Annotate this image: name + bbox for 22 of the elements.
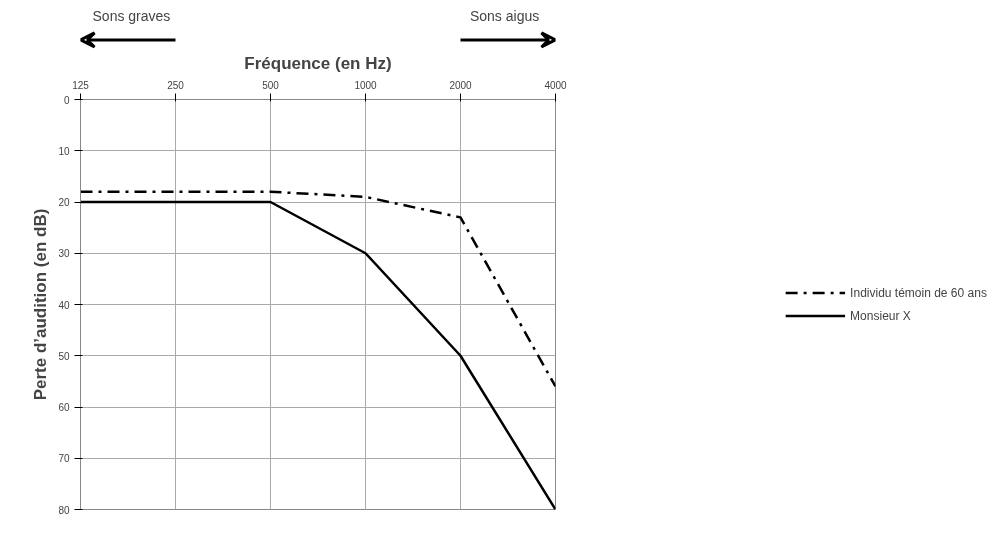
- y-tick-label: 50: [58, 350, 70, 362]
- y-tick-label: 0: [63, 94, 70, 106]
- legend-label: Individu témoin de 60 ans: [850, 285, 987, 300]
- x-tick-label: 500: [262, 79, 280, 91]
- y-tick-label: 10: [58, 145, 70, 157]
- text: Sons aigus: [469, 7, 540, 24]
- line-series: [80, 190, 556, 388]
- y-axis-title: Perte d’audition (en dB): [31, 208, 51, 401]
- y-tick-label: 80: [58, 504, 70, 516]
- y-tick-label: 40: [58, 299, 70, 311]
- x-axis-title: Fréquence (en Hz): [244, 53, 392, 73]
- text: Sons graves: [92, 7, 171, 24]
- x-tick-label: 125: [72, 79, 90, 91]
- x-tick-label: 1000: [354, 79, 378, 91]
- y-tick-label: 20: [58, 197, 70, 208]
- y-tick-label: 60: [58, 402, 70, 413]
- x-tick-label: 4000: [544, 79, 568, 91]
- y-tick-label: 30: [58, 248, 70, 260]
- legend-label: Monsieur X: [850, 308, 911, 323]
- y-tick-label: 70: [58, 453, 70, 465]
- x-tick-label: 250: [167, 79, 185, 91]
- x-tick-label: 2000: [449, 79, 473, 91]
